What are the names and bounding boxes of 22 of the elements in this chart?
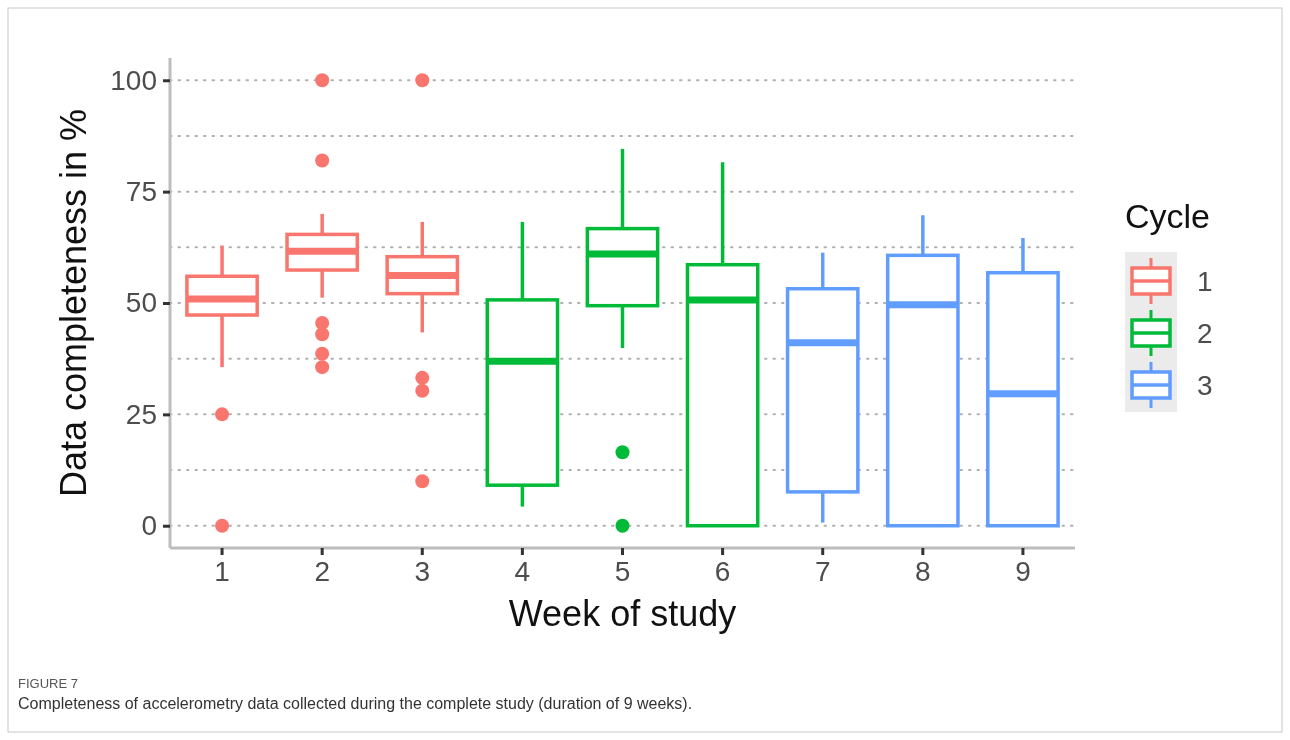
x-tick-label: 9 [1015,555,1031,587]
x-tick-label: 2 [314,555,330,587]
y-tick-label: 25 [125,398,157,430]
x-tick-label: 7 [814,555,831,587]
x-tick-label: 5 [614,555,631,587]
x-tick-label: 6 [714,555,731,587]
x-axis-title: Week of study [508,593,737,634]
legend-title: Cycle [1125,197,1211,235]
y-tick-label: 75 [125,176,157,208]
x-tick-label: 1 [214,555,230,587]
y-axis-title: Data completeness in % [53,108,94,498]
y-tick-label: 0 [141,510,157,542]
x-tick-label: 4 [514,555,531,587]
legend-label: 3 [1197,370,1213,401]
caption: FIGURE 7 [18,676,78,691]
legend-label: 2 [1197,318,1213,349]
legend-label: 1 [1197,266,1213,297]
y-tick-label: 100 [110,64,157,96]
x-tick-label: 3 [414,555,431,587]
x-tick-label: 8 [915,555,931,587]
y-tick-label: 50 [125,287,157,319]
text: Completeness of accelerometry data collected during the complete study (duration of 9 weeks). [18,695,693,712]
